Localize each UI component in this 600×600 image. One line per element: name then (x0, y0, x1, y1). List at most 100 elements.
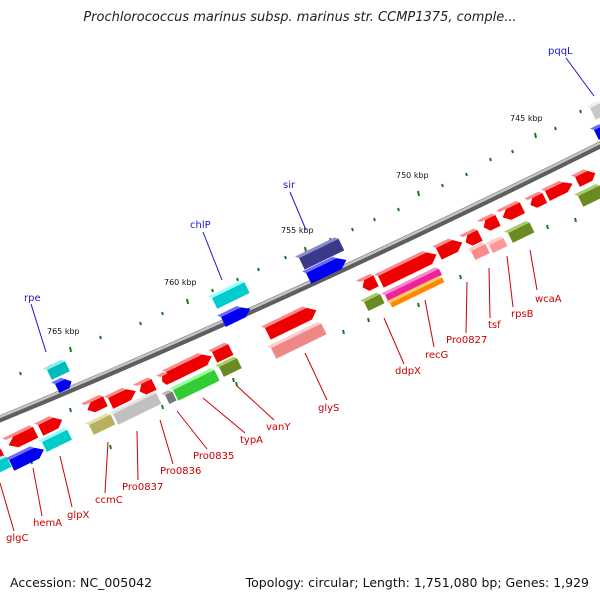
gene-feature[interactable] (214, 356, 242, 379)
tick-mark (161, 311, 164, 316)
gene-feature[interactable] (431, 234, 465, 261)
gene-feature[interactable] (80, 394, 108, 417)
gene-feature[interactable] (380, 266, 442, 303)
gene-label-vanY[interactable]: vanY (266, 422, 291, 433)
gene-label-Pro0837[interactable]: Pro0837 (122, 482, 163, 493)
accession-text: Accession: NC_005042 (10, 575, 153, 590)
gene-feature[interactable] (103, 383, 138, 410)
gene-label-pqqL[interactable]: pqqL (548, 46, 573, 57)
leader-line (506, 255, 514, 308)
gene-label-ddpX[interactable]: ddpX (395, 366, 421, 377)
gene-label-ccmC[interactable]: ccmC (95, 495, 123, 506)
leader-line (465, 281, 468, 334)
leader-line (424, 299, 435, 348)
gene-feature[interactable] (155, 371, 172, 388)
genome-summary-text: Topology: circular; Length: 1,751,080 bp… (245, 575, 589, 590)
leader-line (529, 249, 538, 291)
tick-mark (232, 377, 235, 383)
tick-mark (109, 444, 112, 450)
tick-label-755: 755 kbp (281, 226, 314, 235)
gene-label-typA[interactable]: typA (240, 435, 263, 446)
gene-label-Pro0827[interactable]: Pro0827 (446, 335, 487, 346)
leader-line (0, 482, 15, 532)
gene-feature[interactable] (260, 302, 319, 341)
genome-backbone (0, 141, 600, 423)
gene-feature[interactable] (33, 412, 65, 437)
gene-feature[interactable] (570, 166, 598, 189)
gene-feature[interactable] (458, 227, 483, 249)
gene-feature[interactable] (585, 100, 600, 121)
gene-feature[interactable] (266, 321, 327, 360)
gene-feature[interactable] (573, 183, 600, 208)
gene-feature[interactable] (495, 200, 526, 224)
gene-label-recG[interactable]: recG (425, 350, 448, 361)
leader-line (176, 410, 208, 450)
map-title: Prochlorococcus marinus subsp. marinus s… (83, 10, 517, 25)
gene-feature[interactable] (37, 427, 72, 453)
gene-feature[interactable] (476, 212, 501, 234)
gene-feature[interactable] (301, 252, 349, 285)
tick-mark (139, 321, 142, 326)
tick-mark (211, 288, 214, 293)
tick-mark (441, 183, 444, 188)
tick-mark (186, 298, 189, 305)
tick-mark (342, 329, 345, 335)
gene-feature[interactable] (484, 235, 508, 254)
gene-feature[interactable] (466, 241, 490, 261)
gene-feature[interactable] (42, 359, 70, 382)
gene-feature[interactable] (589, 123, 600, 141)
gene-feature[interactable] (84, 412, 116, 436)
gene-feature[interactable] (1, 424, 39, 452)
tick-mark (579, 109, 582, 114)
tick-mark (574, 217, 577, 223)
label-leaders (0, 57, 595, 532)
gene-feature[interactable] (160, 389, 177, 406)
gene-feature[interactable] (4, 442, 47, 473)
gene-feature[interactable] (108, 390, 162, 426)
tick-mark (235, 381, 238, 387)
gene-feature[interactable] (385, 275, 445, 309)
gene-label-wcaA[interactable]: wcaA (535, 294, 562, 305)
tick-label-750: 750 kbp (396, 171, 429, 180)
leader-line (383, 317, 405, 365)
gene-label-glgC[interactable]: glgC (6, 533, 28, 544)
gene-feature[interactable] (373, 246, 439, 289)
gene-feature[interactable] (207, 341, 234, 364)
leader-line (32, 467, 43, 517)
gene-label-rpsB[interactable]: rpsB (511, 309, 534, 320)
gene-label-Pro0836[interactable]: Pro0836 (160, 466, 201, 477)
gene-label-glpX[interactable]: glpX (67, 510, 89, 521)
gene-feature[interactable] (355, 273, 379, 294)
gene-label-glyS[interactable]: glyS (318, 403, 339, 414)
gene-feature[interactable] (294, 236, 345, 271)
gene-feature[interactable] (503, 220, 535, 244)
leader-line (289, 191, 307, 231)
gene-feature[interactable] (0, 454, 12, 474)
gene-feature[interactable] (216, 301, 253, 328)
tick-mark (161, 404, 164, 410)
gene-feature[interactable] (50, 374, 74, 394)
leader-line (202, 397, 246, 434)
gene-label-Pro0835[interactable]: Pro0835 (193, 451, 234, 462)
gene-feature[interactable] (207, 280, 250, 311)
gene-feature[interactable] (523, 190, 548, 211)
tick-mark (459, 274, 462, 280)
gene-label-hemA[interactable]: hemA (33, 518, 62, 529)
tick-mark (19, 371, 22, 376)
gene-label-rpe[interactable]: rpe (24, 293, 41, 304)
gene-feature[interactable] (359, 291, 385, 312)
gene-feature[interactable] (161, 348, 214, 384)
gene-feature[interactable] (168, 367, 220, 402)
tick-mark (236, 277, 239, 282)
gene-feature[interactable] (132, 376, 157, 398)
tick-mark (534, 132, 537, 139)
gene-label-tsf[interactable]: tsf (488, 320, 501, 331)
gene-label-chlP[interactable]: chlP (190, 220, 211, 231)
tick-mark (69, 407, 72, 413)
leader-line (488, 267, 491, 319)
tick-mark (511, 149, 514, 154)
gene-feature[interactable] (540, 176, 575, 202)
leader-line (236, 385, 275, 421)
gene-label-sir[interactable]: sir (283, 180, 296, 191)
